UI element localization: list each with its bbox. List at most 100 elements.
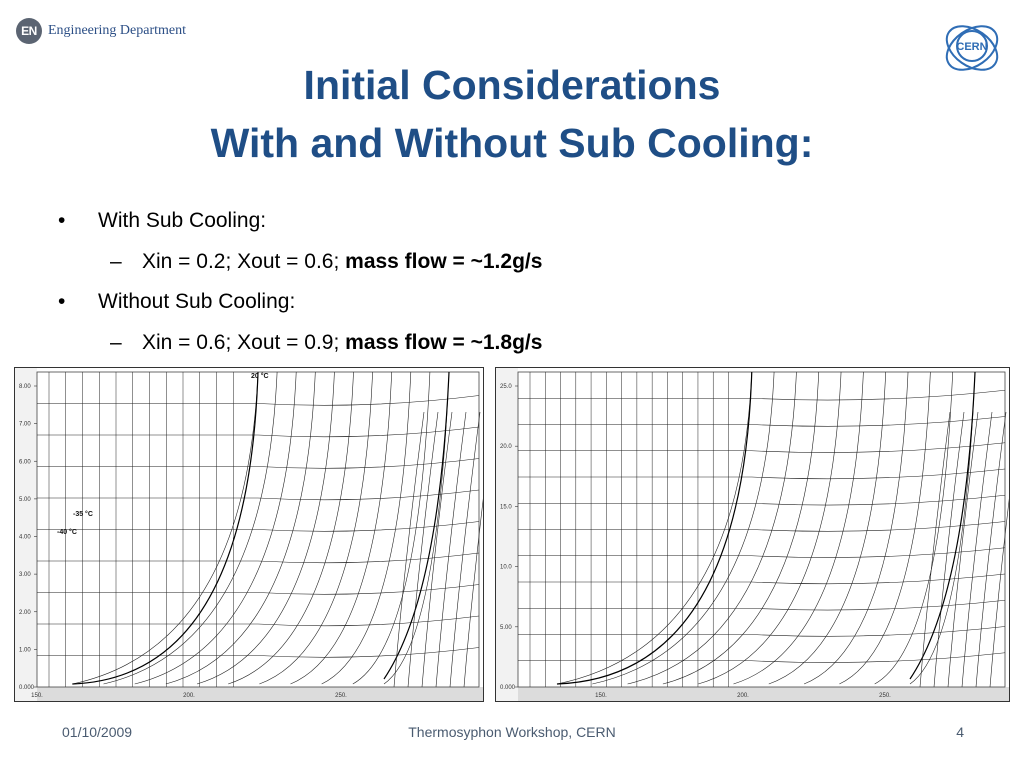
x-tick-label: 250.: [335, 693, 347, 699]
saturated-vapour-curve: [909, 371, 976, 680]
bullet-with-subcooling-detail: Xin = 0.2; Xout = 0.6; mass flow = ~1.2g…: [58, 241, 542, 282]
ph-diagram-without-subcooling: 25.0 20.0 15.0 10.0 5.00 0.000 150. 200. 250.: [495, 367, 1010, 702]
superheat-line: [933, 411, 965, 688]
quality-line: [768, 371, 887, 685]
quality-line: [196, 371, 335, 685]
superheat-line: [975, 411, 1007, 688]
y-tick-label: 4.00: [19, 535, 31, 541]
detail-text: Xin = 0.6; Xout = 0.9;: [142, 331, 346, 354]
isotherm-line: [37, 552, 480, 564]
quality-line: [627, 371, 797, 685]
y-tick-label: 0.000: [500, 685, 516, 691]
y-axis-band: [496, 368, 518, 701]
superheat-line: [919, 411, 951, 688]
superheat-line: [449, 411, 481, 688]
isotherm-line: [37, 615, 480, 627]
x-tick-label: 200.: [737, 693, 749, 699]
isotherm-label: -40 °C: [57, 528, 77, 536]
isotherm-line: [518, 389, 1006, 401]
y-tick-label: 15.0: [500, 504, 512, 510]
bullet-with-subcooling: With Sub Cooling:: [58, 201, 542, 241]
y-tick-label: 0.000: [19, 685, 35, 691]
quality-line: [134, 371, 297, 685]
superheat-line: [961, 411, 993, 688]
superheat-line: [407, 411, 439, 688]
ph-diagram-plot: 8.00 7.00 6.00 5.00 4.00 3.00 2.00 1.00 0.000 150…: [15, 368, 483, 701]
y-tick-label: 10.0: [500, 565, 512, 571]
bullet-without-subcooling: Without Sub Cooling:: [58, 282, 542, 322]
footer-title: Thermosyphon Workshop, CERN: [408, 724, 616, 740]
cern-logo-text: CERN: [956, 41, 987, 53]
x-axis-band: [496, 687, 1009, 701]
isotherm-line: [37, 647, 480, 658]
quality-line: [698, 371, 842, 685]
x-tick-label: 250.: [879, 693, 891, 699]
quality-line: [352, 371, 431, 685]
isotherm-line: [518, 547, 1006, 558]
y-tick-label: 1.00: [19, 647, 31, 653]
x-tick-label: 150.: [31, 693, 43, 699]
isotherm-line: [37, 458, 480, 469]
isotherm-label: -35 °C: [73, 510, 93, 518]
isotherm-line: [518, 416, 1006, 427]
superheat-line: [435, 411, 467, 688]
isotherm-line: [518, 626, 1006, 637]
y-tick-label: 25.0: [500, 384, 512, 390]
title-line-2: With and Without Sub Cooling:: [210, 120, 814, 166]
quality-line: [839, 371, 931, 685]
saturated-liquid-curve: [72, 371, 259, 685]
cern-logo: CERN: [945, 25, 999, 71]
quality-line: [321, 371, 412, 685]
ph-diagram-plot: 25.0 20.0 15.0 10.0 5.00 0.000 150. 200. 250.: [496, 368, 1009, 701]
y-tick-label: 5.00: [19, 497, 31, 503]
detail-text: Xin = 0.2; Xout = 0.6;: [142, 250, 346, 273]
superheat-line: [947, 411, 979, 688]
y-axis-band: [15, 368, 37, 701]
bullet-without-subcooling-detail: Xin = 0.6; Xout = 0.9; mass flow = ~1.8g…: [58, 322, 542, 363]
quality-line: [874, 371, 953, 685]
y-tick-label: 5.00: [500, 625, 512, 631]
mass-flow-value: mass flow = ~1.2g/s: [345, 250, 543, 273]
x-tick-label: 200.: [183, 693, 195, 699]
en-logo: EN Engineering Department: [16, 18, 186, 44]
isotherm-line: [518, 573, 1006, 585]
slide-title: Initial Considerations With and Without …: [0, 56, 1024, 172]
saturated-liquid-curve: [556, 371, 753, 685]
en-logo-text: Engineering Department: [48, 23, 187, 38]
footer-date: 01/10/2009: [62, 724, 133, 740]
y-tick-label: 2.00: [19, 610, 31, 616]
x-axis-band: [15, 687, 483, 701]
quality-line: [556, 371, 753, 685]
y-tick-label: 6.00: [19, 459, 31, 465]
isotherm-line: [518, 494, 1006, 506]
quality-line: [592, 371, 775, 685]
superheat-line: [393, 411, 425, 688]
en-logo-badge: EN: [16, 18, 42, 44]
bullet-list: With Sub Cooling: Xin = 0.2; Xout = 0.6;…: [58, 201, 542, 363]
isotherm-line: [37, 395, 480, 406]
y-tick-label: 3.00: [19, 572, 31, 578]
isotherm-line: [37, 489, 480, 501]
y-tick-label: 20.0: [500, 444, 512, 450]
isotherm-line: [37, 521, 480, 532]
isotherm-line: [518, 599, 1006, 611]
quality-line: [803, 371, 909, 685]
quality-line: [733, 371, 864, 685]
quality-line: [259, 371, 373, 685]
quality-line: [165, 371, 316, 685]
quality-line: [662, 371, 820, 685]
y-tick-label: 7.00: [19, 422, 31, 428]
mass-flow-value: mass flow = ~1.8g/s: [345, 331, 543, 354]
quality-line: [228, 371, 354, 685]
quality-line: [290, 371, 392, 685]
isotherm-line: [518, 521, 1006, 532]
page-number: 4: [956, 724, 964, 740]
superheat-line: [989, 498, 1009, 688]
superheat-line: [421, 411, 453, 688]
quality-line: [103, 371, 278, 685]
isotherm-label: 20 °C: [251, 372, 269, 380]
x-tick-label: 150.: [595, 693, 607, 699]
title-line-1: Initial Considerations: [303, 62, 721, 108]
quality-line: [909, 371, 976, 685]
quality-line: [72, 371, 259, 685]
